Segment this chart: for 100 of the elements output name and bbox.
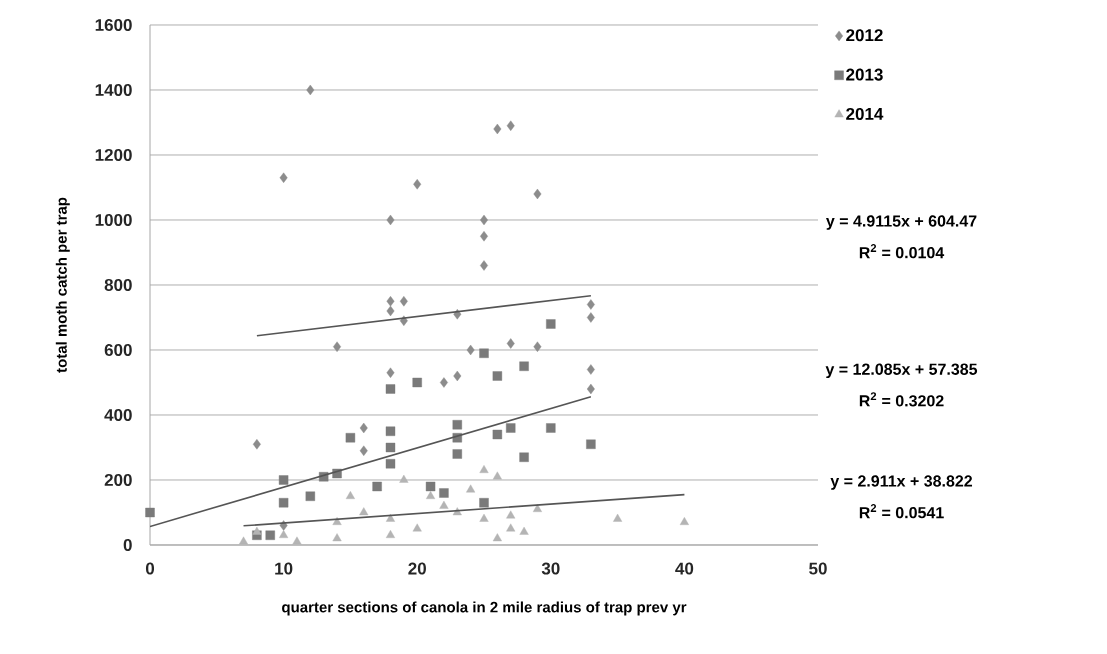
- point: [332, 533, 342, 542]
- point: [439, 377, 448, 388]
- point: [519, 452, 529, 462]
- point: [345, 433, 356, 443]
- y-tick-label: 1600: [95, 18, 132, 32]
- point: [532, 504, 542, 512]
- point: [533, 341, 542, 352]
- point: [466, 344, 475, 356]
- point: [399, 296, 408, 307]
- y-axis-title: total moth catch per trap: [55, 197, 70, 373]
- point: [479, 513, 489, 522]
- point: [386, 305, 395, 317]
- point: [506, 523, 516, 532]
- point: [386, 367, 395, 378]
- x-tick-label: 20: [408, 562, 426, 575]
- point: [439, 500, 449, 509]
- point: [145, 507, 155, 518]
- point: [679, 517, 689, 525]
- point: [372, 481, 382, 492]
- y-tick-label: 200: [104, 473, 132, 487]
- text: R$^{2}$ = 0.3202: [859, 392, 944, 407]
- legend-label: 2012: [846, 29, 883, 42]
- text: y = 2.911x + 38.822: [830, 475, 973, 490]
- legend-label: 2014: [846, 107, 884, 120]
- point: [399, 474, 409, 483]
- point: [359, 445, 368, 456]
- text: R$^{2}$ = 0.0541: [859, 504, 944, 519]
- point: [586, 364, 595, 375]
- point: [452, 420, 462, 430]
- point: [506, 510, 516, 519]
- point: [439, 488, 449, 498]
- point: [452, 449, 462, 459]
- point: [385, 426, 396, 436]
- point: [506, 120, 515, 131]
- y-tick-label: 1400: [95, 83, 132, 97]
- point: [412, 523, 422, 532]
- point: [279, 172, 288, 183]
- point: [252, 439, 261, 450]
- point: [453, 370, 462, 382]
- y-tick-label: 400: [104, 408, 132, 422]
- point: [492, 533, 502, 542]
- point: [278, 498, 289, 508]
- point: [546, 423, 556, 433]
- point: [492, 471, 502, 480]
- point: [238, 536, 249, 545]
- point: [466, 484, 476, 493]
- point: [546, 319, 556, 329]
- point: [586, 312, 595, 323]
- x-tick-label: 10: [275, 562, 293, 575]
- point: [493, 123, 502, 135]
- text: R$^{2}$ = 0.0104: [859, 244, 945, 259]
- point: [480, 260, 488, 271]
- point: [412, 377, 422, 388]
- y-tick-label: 600: [104, 343, 132, 357]
- x-axis-title: quarter sections of canola in 2 mile radius of trap prev yr: [282, 601, 687, 616]
- x-tick-label: 50: [809, 562, 827, 575]
- point: [385, 384, 396, 394]
- point: [292, 536, 302, 545]
- point: [519, 361, 529, 371]
- point: [305, 491, 316, 501]
- point: [480, 231, 488, 242]
- point: [359, 422, 368, 434]
- point: [279, 530, 289, 538]
- point: [385, 513, 396, 522]
- x-tick-label: 0: [145, 562, 155, 575]
- x-tick-label: 40: [675, 562, 694, 575]
- point: [385, 442, 396, 453]
- y-tick-label: 0: [123, 538, 132, 552]
- x-tick-label: 30: [541, 562, 560, 575]
- point: [386, 296, 395, 307]
- text: y = 12.085x + 57.385: [825, 363, 978, 379]
- y-tick-label: 800: [104, 278, 132, 292]
- point: [613, 513, 623, 522]
- point: [252, 526, 262, 535]
- point: [413, 179, 422, 190]
- point: [586, 299, 595, 310]
- point: [426, 491, 436, 499]
- point: [492, 429, 503, 440]
- point: [359, 507, 369, 516]
- legend-label: 2013: [846, 68, 883, 81]
- point: [278, 475, 289, 485]
- text: y = 4.9115x + 604.47: [826, 215, 977, 230]
- point: [506, 423, 516, 433]
- y-tick-label: 1200: [95, 148, 132, 162]
- point: [519, 526, 529, 535]
- point: [333, 341, 341, 352]
- point: [385, 459, 396, 469]
- point: [386, 214, 395, 226]
- point: [425, 481, 436, 492]
- point: [586, 383, 595, 395]
- point: [492, 371, 503, 381]
- point: [586, 439, 596, 449]
- point: [306, 84, 315, 96]
- point: [479, 348, 489, 358]
- point: [385, 530, 396, 538]
- point: [533, 188, 542, 200]
- point: [479, 465, 489, 473]
- point: [506, 338, 515, 349]
- point: [265, 530, 275, 540]
- point: [345, 491, 355, 499]
